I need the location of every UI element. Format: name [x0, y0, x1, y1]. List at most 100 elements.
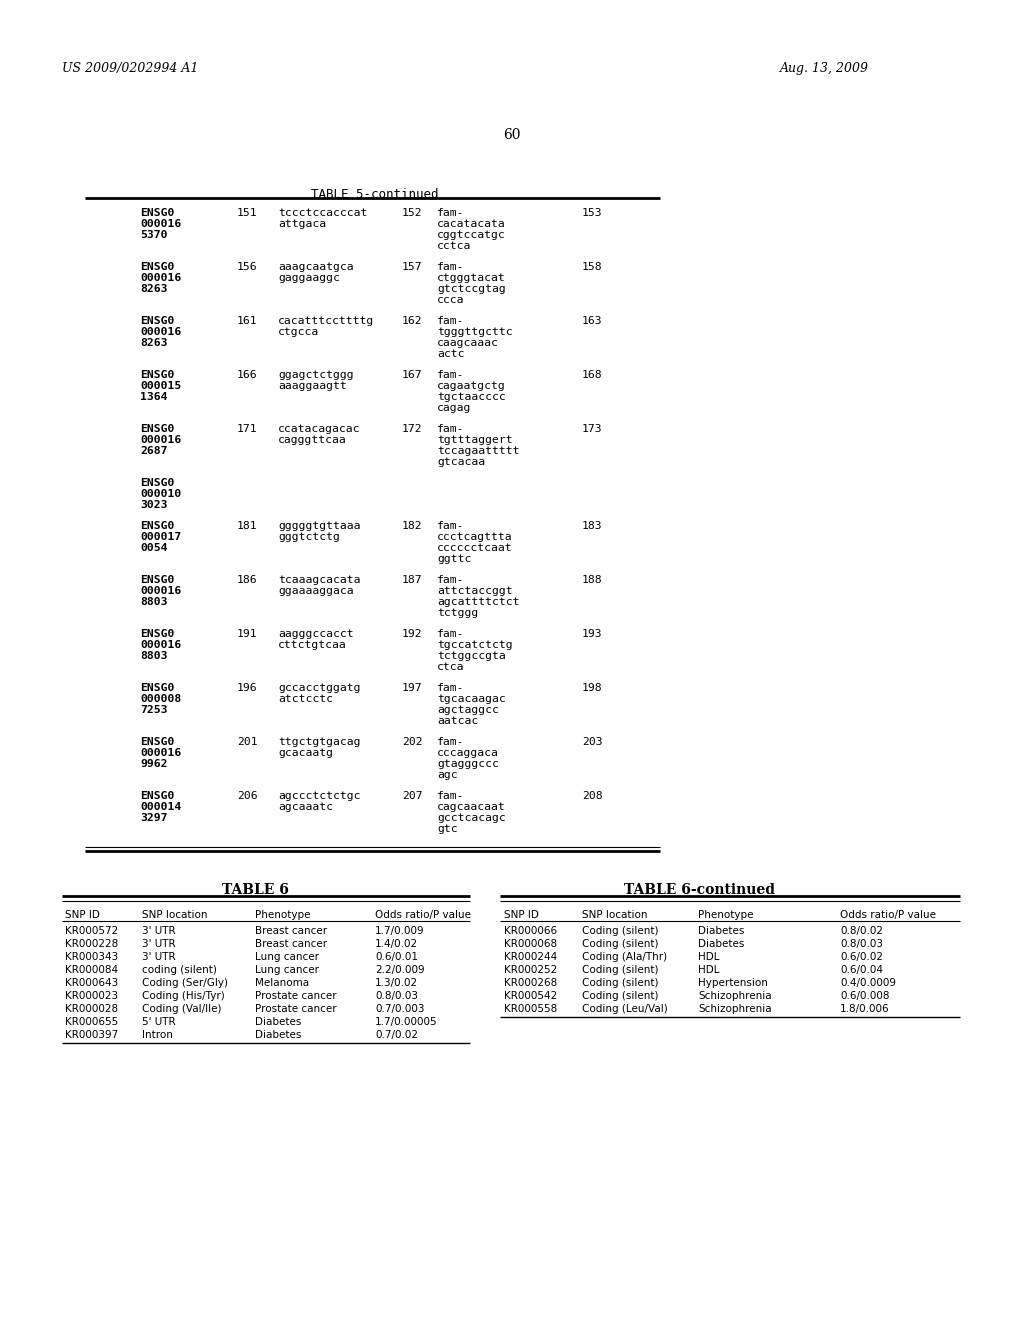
Text: tccagaattttt: tccagaattttt — [437, 446, 519, 455]
Text: SNP location: SNP location — [142, 909, 208, 920]
Text: agccctctctgc: agccctctctgc — [278, 791, 360, 801]
Text: aaagcaatgca: aaagcaatgca — [278, 261, 353, 272]
Text: 1.4/0.02: 1.4/0.02 — [375, 939, 418, 949]
Text: actc: actc — [437, 348, 465, 359]
Text: KR000572: KR000572 — [65, 927, 118, 936]
Text: 167: 167 — [402, 370, 423, 380]
Text: 168: 168 — [582, 370, 603, 380]
Text: Coding (His/Tyr): Coding (His/Tyr) — [142, 991, 224, 1001]
Text: gggggtgttaaa: gggggtgttaaa — [278, 521, 360, 531]
Text: agc: agc — [437, 770, 458, 780]
Text: Coding (Ser/Gly): Coding (Ser/Gly) — [142, 978, 228, 987]
Text: ENSG0: ENSG0 — [140, 630, 174, 639]
Text: fam-: fam- — [437, 682, 465, 693]
Text: HDL: HDL — [698, 952, 720, 962]
Text: 182: 182 — [402, 521, 423, 531]
Text: 5370: 5370 — [140, 230, 168, 240]
Text: ENSG0: ENSG0 — [140, 576, 174, 585]
Text: 201: 201 — [237, 737, 258, 747]
Text: 1.7/0.009: 1.7/0.009 — [375, 927, 425, 936]
Text: 172: 172 — [402, 424, 423, 434]
Text: ENSG0: ENSG0 — [140, 315, 174, 326]
Text: 2687: 2687 — [140, 446, 168, 455]
Text: 000016: 000016 — [140, 436, 181, 445]
Text: tcaaagcacata: tcaaagcacata — [278, 576, 360, 585]
Text: cagggttcaa: cagggttcaa — [278, 436, 347, 445]
Text: agctaggcc: agctaggcc — [437, 705, 499, 715]
Text: ENSG0: ENSG0 — [140, 521, 174, 531]
Text: 157: 157 — [402, 261, 423, 272]
Text: 0.7/0.02: 0.7/0.02 — [375, 1030, 418, 1040]
Text: ggttc: ggttc — [437, 554, 471, 564]
Text: 163: 163 — [582, 315, 603, 326]
Text: ENSG0: ENSG0 — [140, 478, 174, 488]
Text: 3' UTR: 3' UTR — [142, 927, 176, 936]
Text: 1.7/0.00005: 1.7/0.00005 — [375, 1016, 437, 1027]
Text: ccatacagacac: ccatacagacac — [278, 424, 360, 434]
Text: Odds ratio/P value: Odds ratio/P value — [375, 909, 471, 920]
Text: 1.3/0.02: 1.3/0.02 — [375, 978, 418, 987]
Text: Lung cancer: Lung cancer — [255, 965, 319, 975]
Text: ENSG0: ENSG0 — [140, 682, 174, 693]
Text: TABLE 6: TABLE 6 — [221, 883, 289, 898]
Text: cacatacata: cacatacata — [437, 219, 506, 228]
Text: SNP ID: SNP ID — [65, 909, 100, 920]
Text: 0.4/0.0009: 0.4/0.0009 — [840, 978, 896, 987]
Text: TABLE 6-continued: TABLE 6-continued — [625, 883, 775, 898]
Text: 8263: 8263 — [140, 338, 168, 348]
Text: coding (silent): coding (silent) — [142, 965, 217, 975]
Text: cggtccatgc: cggtccatgc — [437, 230, 506, 240]
Text: agcattttctct: agcattttctct — [437, 597, 519, 607]
Text: ccca: ccca — [437, 294, 465, 305]
Text: KR000542: KR000542 — [504, 991, 557, 1001]
Text: ttgctgtgacag: ttgctgtgacag — [278, 737, 360, 747]
Text: KR000028: KR000028 — [65, 1005, 118, 1014]
Text: cagag: cagag — [437, 403, 471, 413]
Text: Aug. 13, 2009: Aug. 13, 2009 — [780, 62, 869, 75]
Text: Prostate cancer: Prostate cancer — [255, 991, 337, 1001]
Text: 151: 151 — [237, 209, 258, 218]
Text: fam-: fam- — [437, 630, 465, 639]
Text: Diabetes: Diabetes — [255, 1016, 301, 1027]
Text: tgtttaggert: tgtttaggert — [437, 436, 513, 445]
Text: aaaggaagtt: aaaggaagtt — [278, 381, 347, 391]
Text: SNP location: SNP location — [582, 909, 647, 920]
Text: KR000084: KR000084 — [65, 965, 118, 975]
Text: Breast cancer: Breast cancer — [255, 939, 327, 949]
Text: cctca: cctca — [437, 242, 471, 251]
Text: 3' UTR: 3' UTR — [142, 952, 176, 962]
Text: TABLE 5-continued: TABLE 5-continued — [311, 187, 438, 201]
Text: fam-: fam- — [437, 261, 465, 272]
Text: gcctcacagc: gcctcacagc — [437, 813, 506, 822]
Text: caagcaaac: caagcaaac — [437, 338, 499, 348]
Text: 0.8/0.03: 0.8/0.03 — [840, 939, 883, 949]
Text: 193: 193 — [582, 630, 603, 639]
Text: ENSG0: ENSG0 — [140, 737, 174, 747]
Text: Coding (silent): Coding (silent) — [582, 978, 658, 987]
Text: 3297: 3297 — [140, 813, 168, 822]
Text: HDL: HDL — [698, 965, 720, 975]
Text: 188: 188 — [582, 576, 603, 585]
Text: 0.6/0.008: 0.6/0.008 — [840, 991, 890, 1001]
Text: aatcac: aatcac — [437, 715, 478, 726]
Text: KR000228: KR000228 — [65, 939, 118, 949]
Text: 196: 196 — [237, 682, 258, 693]
Text: Breast cancer: Breast cancer — [255, 927, 327, 936]
Text: 183: 183 — [582, 521, 603, 531]
Text: 8803: 8803 — [140, 597, 168, 607]
Text: gtcacaa: gtcacaa — [437, 457, 485, 467]
Text: 208: 208 — [582, 791, 603, 801]
Text: KR000068: KR000068 — [504, 939, 557, 949]
Text: tgccatctctg: tgccatctctg — [437, 640, 513, 649]
Text: 0.6/0.04: 0.6/0.04 — [840, 965, 883, 975]
Text: 1.8/0.006: 1.8/0.006 — [840, 1005, 890, 1014]
Text: 000016: 000016 — [140, 219, 181, 228]
Text: Phenotype: Phenotype — [255, 909, 310, 920]
Text: SNP ID: SNP ID — [504, 909, 539, 920]
Text: ENSG0: ENSG0 — [140, 209, 174, 218]
Text: 152: 152 — [402, 209, 423, 218]
Text: 60: 60 — [503, 128, 521, 143]
Text: 0.6/0.02: 0.6/0.02 — [840, 952, 883, 962]
Text: cttctgtcaa: cttctgtcaa — [278, 640, 347, 649]
Text: 9962: 9962 — [140, 759, 168, 770]
